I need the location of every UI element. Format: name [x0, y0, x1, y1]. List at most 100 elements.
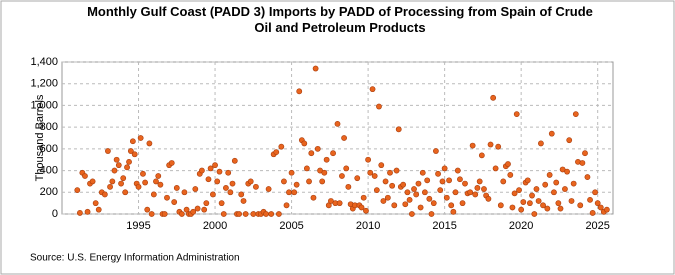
- y-tick-label: 200: [40, 186, 58, 198]
- point: [450, 208, 457, 215]
- point: [584, 174, 591, 180]
- point: [210, 191, 216, 198]
- point: [198, 167, 205, 174]
- point: [597, 204, 604, 211]
- y-tick-label: 1,400: [30, 56, 58, 68]
- point: [314, 145, 321, 152]
- point: [446, 177, 452, 184]
- point: [548, 130, 555, 137]
- point: [192, 186, 199, 192]
- point: [421, 189, 428, 196]
- point: [115, 162, 122, 169]
- point: [242, 211, 249, 217]
- point: [435, 170, 441, 177]
- source: Source: U.S. Energy Information Administ…: [30, 253, 240, 264]
- x-tick-label: 2015: [432, 220, 456, 232]
- point: [82, 173, 88, 179]
- point: [155, 173, 162, 179]
- point: [343, 165, 350, 172]
- point: [286, 189, 292, 196]
- point: [247, 178, 254, 185]
- point: [587, 196, 593, 203]
- point: [562, 186, 568, 192]
- point: [428, 211, 435, 217]
- point: [263, 211, 269, 217]
- point: [137, 135, 144, 141]
- point: [142, 179, 149, 186]
- point: [122, 189, 129, 196]
- point: [380, 198, 387, 204]
- point: [293, 181, 300, 188]
- point: [511, 190, 518, 197]
- point: [538, 140, 544, 147]
- point: [161, 211, 168, 217]
- point: [323, 156, 330, 163]
- point: [236, 211, 242, 217]
- x-tick-label: 2010: [356, 220, 380, 232]
- point: [520, 199, 527, 205]
- point: [516, 187, 522, 194]
- point: [109, 178, 116, 185]
- point: [306, 178, 312, 185]
- point: [373, 187, 380, 194]
- point: [358, 204, 365, 211]
- x-tick-label: 2000: [203, 220, 227, 232]
- point: [126, 158, 132, 165]
- point: [334, 120, 341, 127]
- point: [84, 208, 91, 215]
- point: [330, 150, 336, 157]
- point: [140, 170, 146, 177]
- point: [168, 160, 175, 166]
- point: [557, 205, 564, 212]
- point: [402, 201, 409, 208]
- point: [546, 172, 553, 178]
- point: [153, 178, 159, 185]
- point: [518, 206, 525, 213]
- point: [387, 169, 393, 176]
- point: [384, 194, 391, 201]
- y-tick-label: 400: [40, 164, 58, 176]
- point: [524, 177, 531, 184]
- point: [268, 211, 275, 217]
- point: [413, 191, 420, 198]
- point: [472, 191, 479, 198]
- point: [579, 160, 586, 166]
- point: [492, 165, 499, 172]
- point: [391, 202, 398, 209]
- point: [250, 211, 257, 217]
- point: [178, 211, 185, 217]
- point: [341, 135, 347, 141]
- point: [281, 178, 287, 185]
- point: [231, 157, 238, 164]
- point: [253, 183, 259, 190]
- point: [572, 111, 579, 118]
- point: [118, 180, 124, 187]
- point: [275, 211, 282, 217]
- point: [95, 206, 102, 213]
- x-tick-label: 2025: [585, 220, 609, 232]
- point: [278, 143, 285, 150]
- point: [417, 204, 424, 211]
- point: [513, 111, 520, 118]
- point: [360, 194, 367, 201]
- point: [371, 173, 378, 179]
- y-tick-label: 600: [40, 143, 58, 155]
- point: [240, 198, 247, 204]
- point: [124, 164, 130, 171]
- point: [490, 94, 497, 101]
- point: [457, 176, 463, 183]
- point: [105, 148, 111, 154]
- x-tick-label: 1995: [126, 220, 150, 232]
- point: [203, 200, 210, 207]
- y-tick-label: 1,000: [30, 99, 58, 111]
- point: [594, 200, 601, 207]
- point: [164, 194, 170, 201]
- point: [382, 178, 389, 185]
- point: [443, 194, 450, 201]
- point: [216, 168, 223, 175]
- point: [129, 138, 136, 145]
- point: [462, 180, 468, 187]
